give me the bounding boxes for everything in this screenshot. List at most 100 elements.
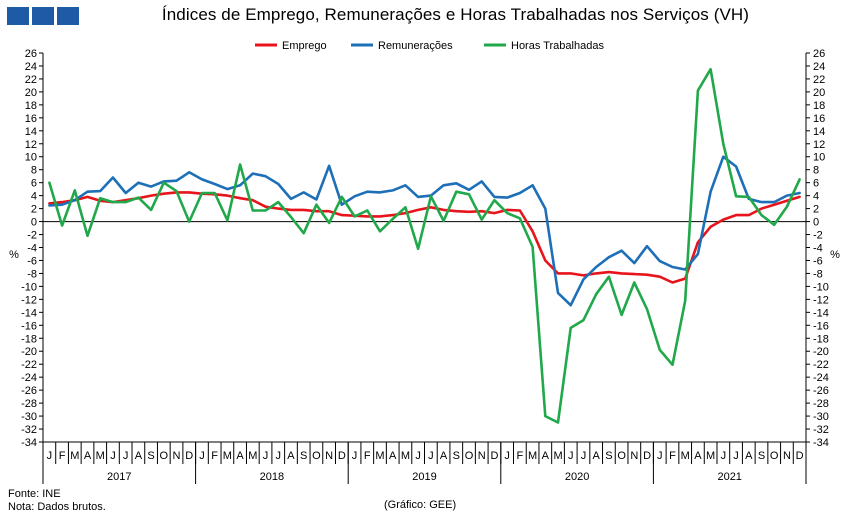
y-tick-label-right: 4 bbox=[813, 191, 819, 203]
x-month-label: J bbox=[199, 450, 205, 462]
y-tick-label-right: 2 bbox=[813, 204, 819, 216]
y-tick-label-left: 22 bbox=[25, 74, 37, 86]
y-tick-label-right: 18 bbox=[813, 100, 825, 112]
y-tick-label-right: 16 bbox=[813, 113, 825, 125]
y-tick-label-right: 26 bbox=[813, 48, 825, 60]
y-tick-label-left: 14 bbox=[25, 126, 37, 138]
y-tick-label-right: 22 bbox=[813, 74, 825, 86]
y-tick-label-right: 10 bbox=[813, 152, 825, 164]
x-month-label: J bbox=[657, 450, 663, 462]
x-month-label: F bbox=[211, 450, 218, 462]
y-tick-label-left: 12 bbox=[25, 139, 37, 151]
y-tick-label-left: -4 bbox=[27, 243, 37, 255]
y-tick-label-left: -16 bbox=[21, 320, 37, 332]
x-month-label: A bbox=[745, 450, 753, 462]
y-tick-label-left: -6 bbox=[27, 255, 37, 267]
x-month-label: D bbox=[338, 450, 346, 462]
x-month-label: O bbox=[770, 450, 779, 462]
y-tick-label-left: 20 bbox=[25, 87, 37, 99]
y-tick-label-right: -32 bbox=[813, 424, 829, 436]
y-tick-label-right: -6 bbox=[813, 255, 823, 267]
x-month-label: M bbox=[248, 450, 257, 462]
y-tick-label-right: -18 bbox=[813, 333, 829, 345]
y-tick-label-right: 14 bbox=[813, 126, 825, 138]
x-month-label: N bbox=[173, 450, 181, 462]
x-month-label: J bbox=[352, 450, 358, 462]
y-tick-label-left: -10 bbox=[21, 281, 37, 293]
y-tick-label-right: 6 bbox=[813, 178, 819, 190]
y-tick-label-right: -2 bbox=[813, 230, 823, 242]
x-month-label: A bbox=[694, 450, 702, 462]
y-tick-label-right: 24 bbox=[813, 61, 825, 73]
y-tick-label-left: 2 bbox=[31, 204, 37, 216]
x-month-label: O bbox=[312, 450, 321, 462]
y-axis-unit-left: % bbox=[9, 249, 19, 261]
y-tick-label-left: 18 bbox=[25, 100, 37, 112]
y-tick-label-right: -30 bbox=[813, 411, 829, 423]
x-month-label: O bbox=[465, 450, 474, 462]
logo-block bbox=[32, 7, 54, 25]
x-month-label: J bbox=[110, 450, 116, 462]
y-tick-label-left: -26 bbox=[21, 385, 37, 397]
x-month-label: M bbox=[401, 450, 410, 462]
y-tick-label-left: 0 bbox=[31, 217, 37, 229]
x-month-label: D bbox=[185, 450, 193, 462]
y-tick-label-right: -22 bbox=[813, 359, 829, 371]
x-month-label: M bbox=[706, 450, 715, 462]
x-month-label: S bbox=[605, 450, 612, 462]
x-month-label: J bbox=[733, 450, 739, 462]
x-month-label: M bbox=[553, 450, 562, 462]
y-tick-label-left: -20 bbox=[21, 346, 37, 358]
x-year-label: 2021 bbox=[717, 471, 741, 483]
y-tick-label-right: -24 bbox=[813, 372, 829, 384]
y-tick-label-right: -28 bbox=[813, 398, 829, 410]
y-tick-label-left: 24 bbox=[25, 61, 37, 73]
x-month-label: J bbox=[568, 450, 574, 462]
series-line-horas bbox=[48, 67, 801, 424]
x-month-label: N bbox=[783, 450, 791, 462]
x-month-label: A bbox=[84, 450, 92, 462]
y-tick-label-left: -14 bbox=[21, 307, 37, 319]
y-tick-label-left: -30 bbox=[21, 411, 37, 423]
y-tick-label-right: -16 bbox=[813, 320, 829, 332]
x-month-label: A bbox=[287, 450, 295, 462]
credit-note: (Gráfico: GEE) bbox=[384, 499, 457, 511]
y-tick-label-right: -20 bbox=[813, 346, 829, 358]
chart-title-container: Índices de Emprego, Remunerações e Horas… bbox=[0, 5, 851, 25]
x-month-label: O bbox=[160, 450, 169, 462]
y-tick-label-left: -28 bbox=[21, 398, 37, 410]
x-month-label: J bbox=[581, 450, 587, 462]
x-month-label: A bbox=[542, 450, 550, 462]
x-month-label: S bbox=[758, 450, 765, 462]
x-month-label: M bbox=[70, 450, 79, 462]
y-tick-label-left: 8 bbox=[31, 165, 37, 177]
x-month-label: S bbox=[453, 450, 460, 462]
y-tick-label-left: -24 bbox=[21, 372, 37, 384]
axes: -34 -34-32 -32-30 -30-28 -28-26 -26-24 -24-22-… bbox=[9, 48, 840, 484]
legend-label-emprego: Emprego bbox=[282, 40, 327, 52]
y-tick-label-left: 6 bbox=[31, 178, 37, 190]
y-tick-label-right: -4 bbox=[813, 243, 823, 255]
x-month-label: D bbox=[796, 450, 804, 462]
x-month-label: A bbox=[440, 450, 448, 462]
x-year-label: 2018 bbox=[260, 471, 284, 483]
x-month-label: N bbox=[478, 450, 486, 462]
series-line-remuneracoes bbox=[48, 155, 801, 307]
x-month-label: O bbox=[617, 450, 626, 462]
y-tick-label-left: 26 bbox=[25, 48, 37, 60]
x-month-label: J bbox=[428, 450, 434, 462]
y-tick-label-left: 4 bbox=[31, 191, 37, 203]
y-tick-label-right: -14 bbox=[813, 307, 829, 319]
chart-title: Índices de Emprego, Remunerações e Horas… bbox=[161, 5, 750, 24]
y-tick-label-right: -34 bbox=[813, 437, 829, 449]
x-month-label: F bbox=[59, 450, 66, 462]
x-month-label: J bbox=[123, 450, 129, 462]
y-tick-label-left: -12 bbox=[21, 294, 37, 306]
x-month-label: J bbox=[276, 450, 282, 462]
x-month-label: A bbox=[593, 450, 601, 462]
y-tick-label-right: -12 bbox=[813, 294, 829, 306]
data-note: Nota: Dados brutos. bbox=[8, 501, 106, 513]
y-tick-label-left: -2 bbox=[27, 230, 37, 242]
x-month-label: M bbox=[375, 450, 384, 462]
